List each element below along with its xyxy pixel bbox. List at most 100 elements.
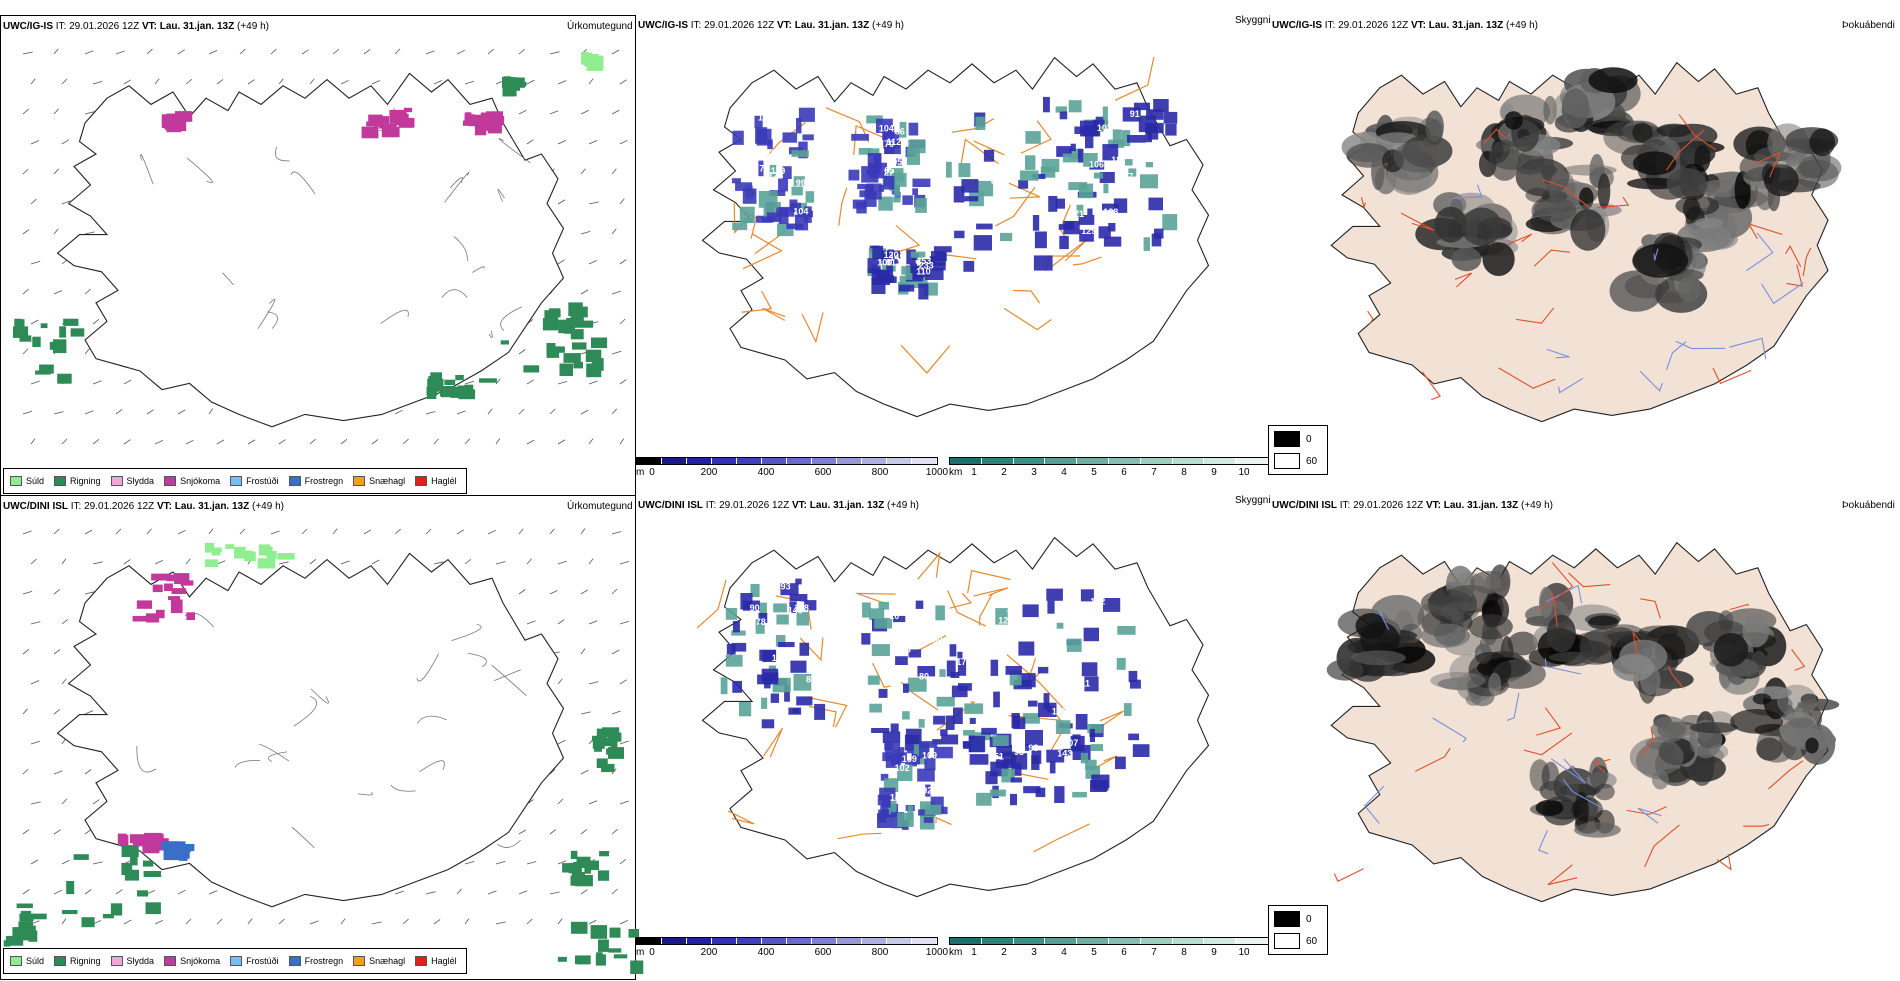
legend-item-frostregn: Frostregn	[288, 476, 343, 486]
init-time: IT: 29.01.2026 12Z	[55, 21, 140, 32]
fog-legend: 0 60	[1268, 425, 1328, 475]
colorbar-bin	[887, 938, 912, 944]
valid-time: Lau. 31.jan. 13Z	[794, 20, 870, 31]
legend-label: Haglél	[431, 476, 457, 486]
cloudbase-value: 140	[788, 606, 803, 616]
cloudbase-value: 89	[960, 106, 970, 116]
legend-swatch	[288, 956, 301, 966]
low-cloud-area	[732, 107, 815, 237]
precip-area	[161, 111, 193, 133]
colorbar-tick: 800	[871, 467, 889, 478]
panel-title: UWC/DINI ISL IT: 29.01.2026 12Z VT: Lau.…	[3, 501, 284, 513]
colorbar-bin	[712, 938, 737, 944]
cloudbase-value: 103	[1097, 123, 1112, 133]
cloudbase-value: 120	[884, 250, 899, 260]
colorbar-bin	[687, 938, 712, 944]
legend-item-súld: Súld	[10, 956, 44, 966]
colorbar-ticks: 0 200 400 600 800 1000	[636, 467, 948, 479]
legend-item-slydda: Slydda	[110, 956, 155, 966]
valid-time-label: VT:	[791, 500, 807, 511]
cloudbase-value: 118	[794, 603, 809, 613]
init-time: IT: 29.01.2026 12Z	[70, 501, 155, 512]
colorbar-tick: 0	[649, 467, 655, 478]
precip-area	[463, 111, 505, 136]
fog-legend-swatch	[1274, 933, 1300, 949]
colorbar-tick: 800	[871, 947, 889, 958]
colorbar-bin	[912, 938, 937, 944]
precip-area	[581, 51, 604, 71]
precip-area	[502, 76, 527, 97]
cloudbase-value: 39	[936, 643, 946, 653]
init-time: IT: 29.01.2026 12Z	[1339, 500, 1424, 511]
colorbar-bin	[950, 458, 982, 464]
colorbar-bin	[1236, 938, 1268, 944]
colorbar-bin	[637, 458, 662, 464]
legend-swatch	[353, 956, 366, 966]
legend-swatch	[54, 956, 67, 966]
colorbar-tick: 6	[1121, 467, 1127, 478]
init-time: IT: 29.01.2026 12Z	[690, 20, 775, 31]
cloudbase-value: 108	[985, 134, 1000, 144]
colorbar-bin	[762, 938, 787, 944]
legend-swatch	[415, 476, 428, 486]
colorbar-bin	[862, 938, 887, 944]
precip-map	[3, 528, 644, 974]
colorbar-bin	[837, 938, 862, 944]
panel-title: UWC/IG-IS IT: 29.01.2026 12Z VT: Lau. 31…	[638, 20, 904, 32]
colorbar-bin	[1108, 458, 1141, 464]
legend-label: Frostregn	[304, 956, 344, 966]
colorbar-bin	[812, 458, 837, 464]
legend-label: Slydda	[126, 476, 155, 486]
colorbar-bin	[662, 938, 687, 944]
valid-time-label: VT:	[1425, 500, 1441, 511]
legend-item-súld: Súld	[10, 476, 44, 486]
colorbar-tick: 3	[1031, 947, 1037, 958]
cloudbase-value: 93	[781, 582, 791, 592]
precip-area	[592, 727, 624, 773]
legend-swatch	[164, 476, 177, 486]
precip-area	[500, 337, 608, 378]
model-name: UWC/IG-IS	[638, 20, 688, 31]
colorbar-bin	[1236, 458, 1268, 464]
colorbar-bin	[787, 458, 812, 464]
colorbar-tick: 5	[1091, 947, 1097, 958]
legend-item-haglél: Haglél	[415, 956, 457, 966]
cloudbase-value: 26	[766, 111, 776, 121]
valid-time: Lau. 31.jan. 13Z	[1428, 20, 1504, 31]
colorbar-ticks: 1 2 3 4 5 6 7 8 9 10	[949, 947, 1269, 959]
colorbar-bin	[1108, 938, 1141, 944]
cloudbase-value: 10	[992, 106, 1002, 116]
colorbar-bin	[737, 458, 762, 464]
precip-area	[426, 372, 497, 400]
cloudbase-value: 75	[759, 163, 769, 173]
colorbar-bin	[1013, 938, 1046, 944]
model-name: UWC/IG-IS	[3, 21, 53, 32]
cloudbase-value: 128	[1103, 207, 1118, 217]
colorbar-tick: 2	[1001, 947, 1007, 958]
colorbar-bin	[1140, 458, 1173, 464]
colorbar-bin	[687, 458, 712, 464]
legend-swatch	[164, 956, 177, 966]
panel-title: UWC/DINI ISL IT: 29.01.2026 12Z VT: Lau.…	[1272, 500, 1553, 512]
panel-label-fog: Þokuábendi	[1842, 500, 1895, 511]
fog-legend-row: 0	[1274, 911, 1312, 927]
colorbar-unit: m	[636, 467, 645, 478]
fog-indicator-panel: UWC/IG-IS IT: 29.01.2026 12Z VT: Lau. 31…	[1270, 15, 1900, 475]
cloudbase-value: 153	[916, 256, 931, 266]
fog-indicator-panel: UWC/DINI ISL IT: 29.01.2026 12Z VT: Lau.…	[1270, 495, 1900, 955]
colorbar-bin	[1045, 458, 1078, 464]
colorbar-bin	[1172, 938, 1205, 944]
fog-legend-label: 0	[1306, 913, 1312, 925]
panel-label-visibility: Skyggni	[1235, 495, 1271, 506]
iceland-outline	[56, 72, 565, 428]
cloudbase-visibility-panel: UWC/DINI ISL IT: 29.01.2026 12Z VT: Lau.…	[636, 495, 1328, 975]
colorbar-tick: 200	[700, 947, 718, 958]
legend-swatch	[10, 956, 22, 966]
cloudbase-map: 101 140 95 51 102 78 78 102 98 14 140 105 111 107 92 86…	[696, 536, 1210, 898]
legend-label: Slydda	[126, 956, 155, 966]
cloudbase-value: 109	[922, 750, 937, 760]
colorbar-ticks: 0 200 400 600 800 1000	[636, 947, 948, 959]
cloudbase-value: 105	[896, 644, 911, 654]
precip-area	[361, 107, 415, 139]
model-name: UWC/DINI ISL	[3, 501, 68, 512]
